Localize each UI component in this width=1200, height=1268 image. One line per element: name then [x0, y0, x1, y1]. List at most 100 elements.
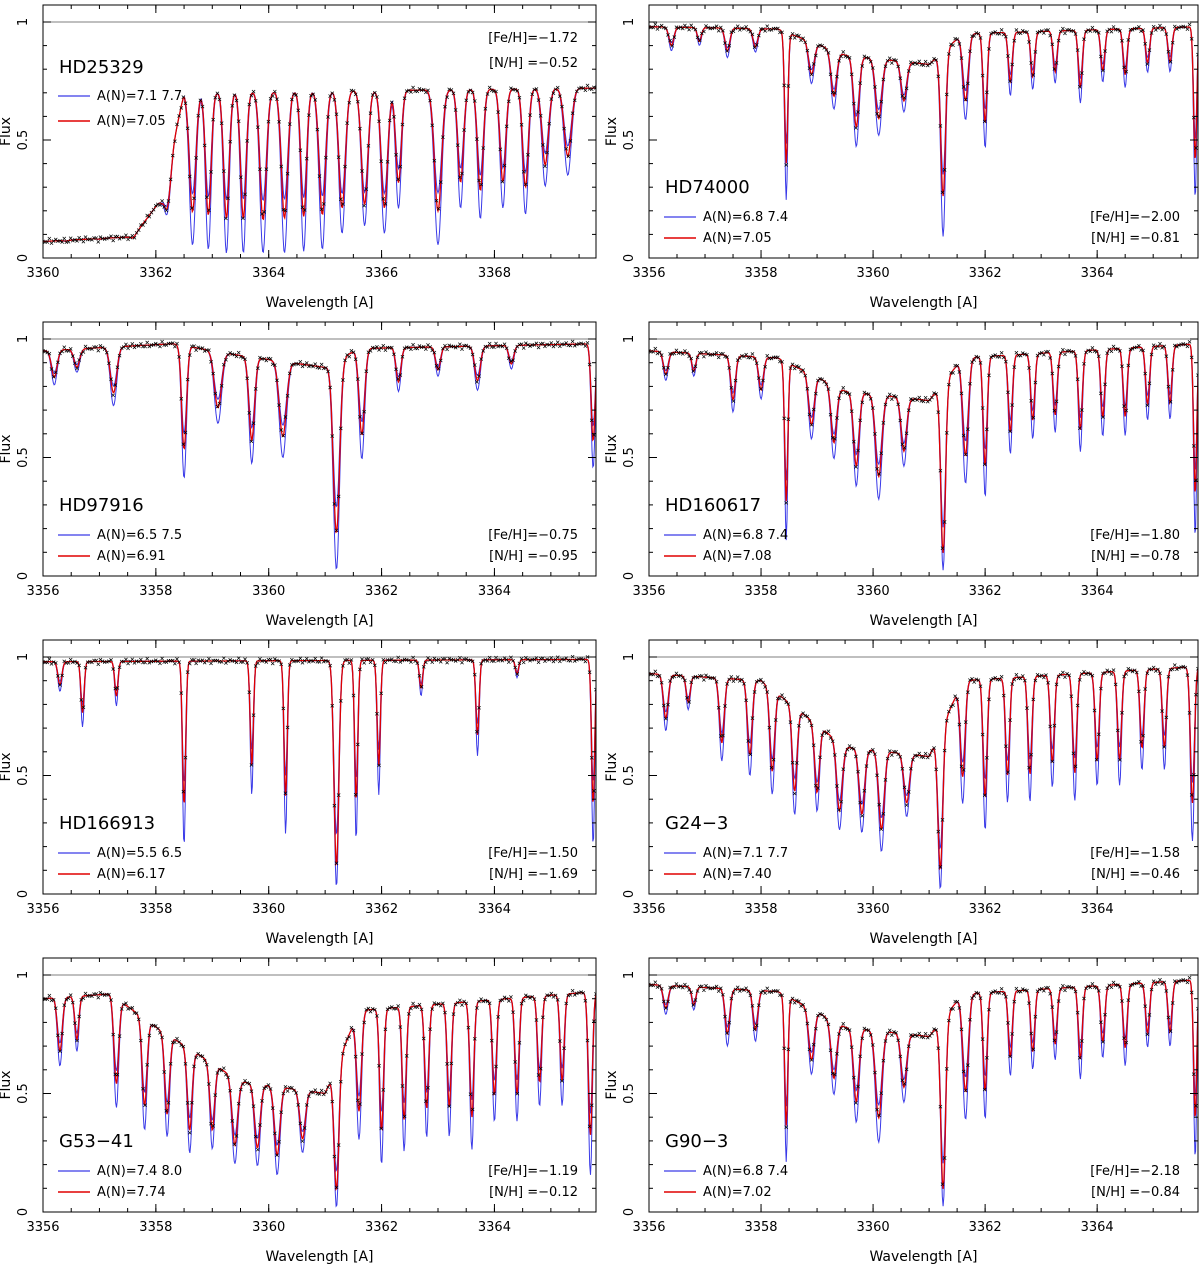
observed-point: [1014, 986, 1019, 991]
observed-point: [1063, 31, 1067, 36]
observed-point: [963, 452, 968, 457]
observed-point: [173, 344, 177, 349]
observed-point: [1181, 342, 1186, 346]
observed-point: [898, 1054, 903, 1059]
observed-point: [387, 658, 392, 662]
model-best-line: [43, 87, 596, 243]
observed-point: [1075, 377, 1080, 382]
observed-point: [921, 1035, 926, 1040]
y-axis-label: Flux: [0, 434, 14, 463]
observed-point: [475, 1006, 479, 1010]
observed-point: [438, 180, 443, 184]
observed-point: [693, 364, 698, 369]
observed-point: [245, 376, 250, 381]
y-tick-label: 0: [16, 254, 31, 262]
observed-point: [702, 354, 706, 359]
observed-point: [515, 1091, 520, 1096]
observed-point: [477, 178, 481, 183]
observed-point: [343, 358, 347, 363]
observed-points: [43, 988, 596, 1190]
observed-point: [1020, 28, 1025, 33]
observed-point: [349, 348, 354, 353]
observed-point: [911, 1034, 915, 1039]
observed-point: [782, 696, 786, 701]
y-axis-label: Flux: [604, 117, 620, 146]
observed-point: [400, 1084, 405, 1088]
observed-point: [275, 378, 279, 383]
observed-point: [1075, 1010, 1080, 1015]
observed-point: [464, 98, 469, 103]
observed-point: [1120, 999, 1124, 1003]
observed-point: [1029, 398, 1034, 403]
x-tick-label: 3364: [478, 902, 511, 917]
observed-point: [879, 827, 884, 832]
observed-point: [336, 155, 341, 160]
observed-point: [740, 26, 744, 31]
x-tick-label: 3358: [139, 1220, 172, 1235]
observed-point: [1061, 26, 1065, 31]
observed-point: [1126, 666, 1131, 671]
observed-point: [470, 659, 475, 664]
observed-point: [87, 346, 92, 351]
x-axis-label: Wavelength [A]: [265, 613, 373, 629]
observed-point: [143, 344, 147, 349]
observed-point: [428, 98, 432, 103]
observed-point: [963, 720, 968, 724]
observed-point: [887, 56, 892, 61]
observed-point: [285, 171, 290, 176]
observed-point: [1145, 1032, 1150, 1037]
x-tick-label: 3364: [252, 266, 285, 281]
observed-point: [389, 345, 394, 350]
y-axis-label: Flux: [604, 1070, 620, 1099]
observed-point: [532, 657, 537, 662]
observed-point: [219, 383, 224, 388]
observed-point: [445, 95, 449, 100]
observed-point: [523, 182, 528, 187]
observed-point: [402, 96, 407, 101]
observed-point: [951, 703, 955, 708]
observed-point: [1020, 351, 1025, 355]
observed-point: [283, 415, 288, 419]
observed-point: [1014, 672, 1019, 677]
observed-point: [175, 1036, 179, 1041]
observed-point: [771, 757, 776, 762]
observed-point: [689, 990, 694, 995]
observed-point: [788, 35, 793, 40]
observed-point: [317, 174, 322, 178]
observed-point: [716, 355, 721, 360]
observed-point: [521, 346, 526, 350]
observed-point: [790, 760, 795, 765]
observed-point: [181, 95, 186, 99]
observed-point: [190, 1100, 194, 1105]
observed-point: [1147, 381, 1152, 386]
observed-point: [799, 714, 803, 719]
observed-point: [1181, 978, 1186, 982]
model-best-line: [43, 658, 596, 867]
observed-point: [678, 350, 683, 355]
observed-point: [270, 661, 275, 666]
observed-point: [387, 1006, 392, 1010]
observed-point: [62, 345, 67, 350]
x-tick-label: 3360: [857, 902, 890, 917]
observed-point: [87, 659, 92, 664]
observed-point: [1092, 29, 1097, 33]
observed-point: [769, 356, 774, 361]
observed-point: [1118, 757, 1122, 762]
observed-point: [1130, 346, 1135, 351]
observed-point: [417, 87, 422, 91]
x-tick-label: 3358: [139, 902, 172, 917]
observed-point: [699, 350, 704, 355]
observed-point: [807, 1047, 812, 1052]
y-tick-label: 0: [16, 890, 31, 898]
observed-point: [934, 767, 939, 772]
observed-point: [655, 674, 660, 679]
observed-point: [1187, 339, 1192, 344]
observed-point: [750, 352, 755, 356]
observed-point: [906, 790, 911, 794]
observed-point: [419, 1007, 424, 1012]
observed-point: [1185, 673, 1190, 677]
observed-point: [780, 693, 784, 697]
observed-point: [341, 378, 345, 382]
observed-point: [1137, 343, 1141, 348]
observed-point: [1166, 384, 1171, 389]
